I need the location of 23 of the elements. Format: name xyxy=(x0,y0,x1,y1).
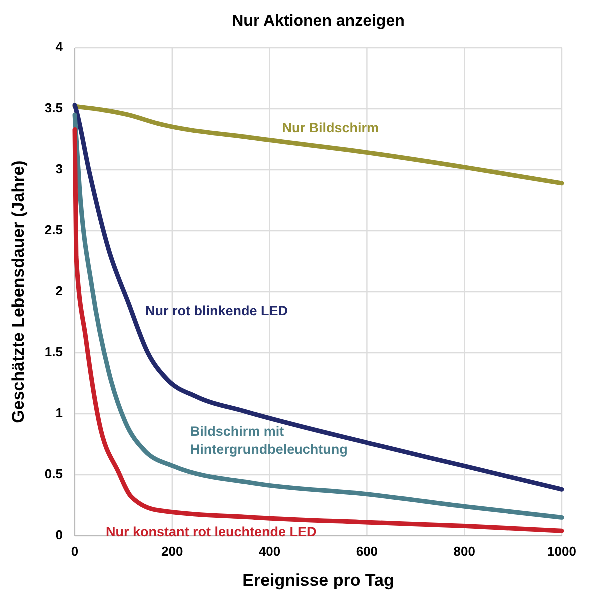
y-axis-title: Geschätzte Lebensdauer (Jahre) xyxy=(9,160,28,424)
x-tick-label: 800 xyxy=(454,544,476,559)
x-tick-label: 200 xyxy=(162,544,184,559)
x-axis-title: Ereignisse pro Tag xyxy=(242,571,394,590)
y-tick-label: 2.5 xyxy=(44,222,63,238)
y-tick-label: 0.5 xyxy=(44,466,63,482)
series-label: Bildschirm mit Hintergrundbeleuchtung xyxy=(190,423,348,456)
x-tick-label: 600 xyxy=(356,544,378,559)
series-label: Nur Bildschirm xyxy=(282,120,380,136)
chart-title: Nur Aktionen anzeigen xyxy=(232,13,405,30)
series-label: Nur rot blinkende LED xyxy=(145,303,288,318)
x-tick-label: 1000 xyxy=(548,544,576,559)
series-label: Nur konstant rot leuchtende LED xyxy=(106,524,317,539)
y-tick-label: 3 xyxy=(56,161,63,176)
y-tick-label: 3.5 xyxy=(44,100,63,116)
x-tick-label: 400 xyxy=(258,544,281,559)
y-tick-label: 1 xyxy=(56,405,63,420)
line-series xyxy=(72,104,564,186)
y-tick-label: 2 xyxy=(56,283,63,298)
y-tick-label: 0 xyxy=(56,527,63,542)
y-tick-label: 4 xyxy=(56,39,64,54)
y-tick-label: 1.5 xyxy=(44,344,63,360)
x-tick-label: 0 xyxy=(71,544,79,559)
